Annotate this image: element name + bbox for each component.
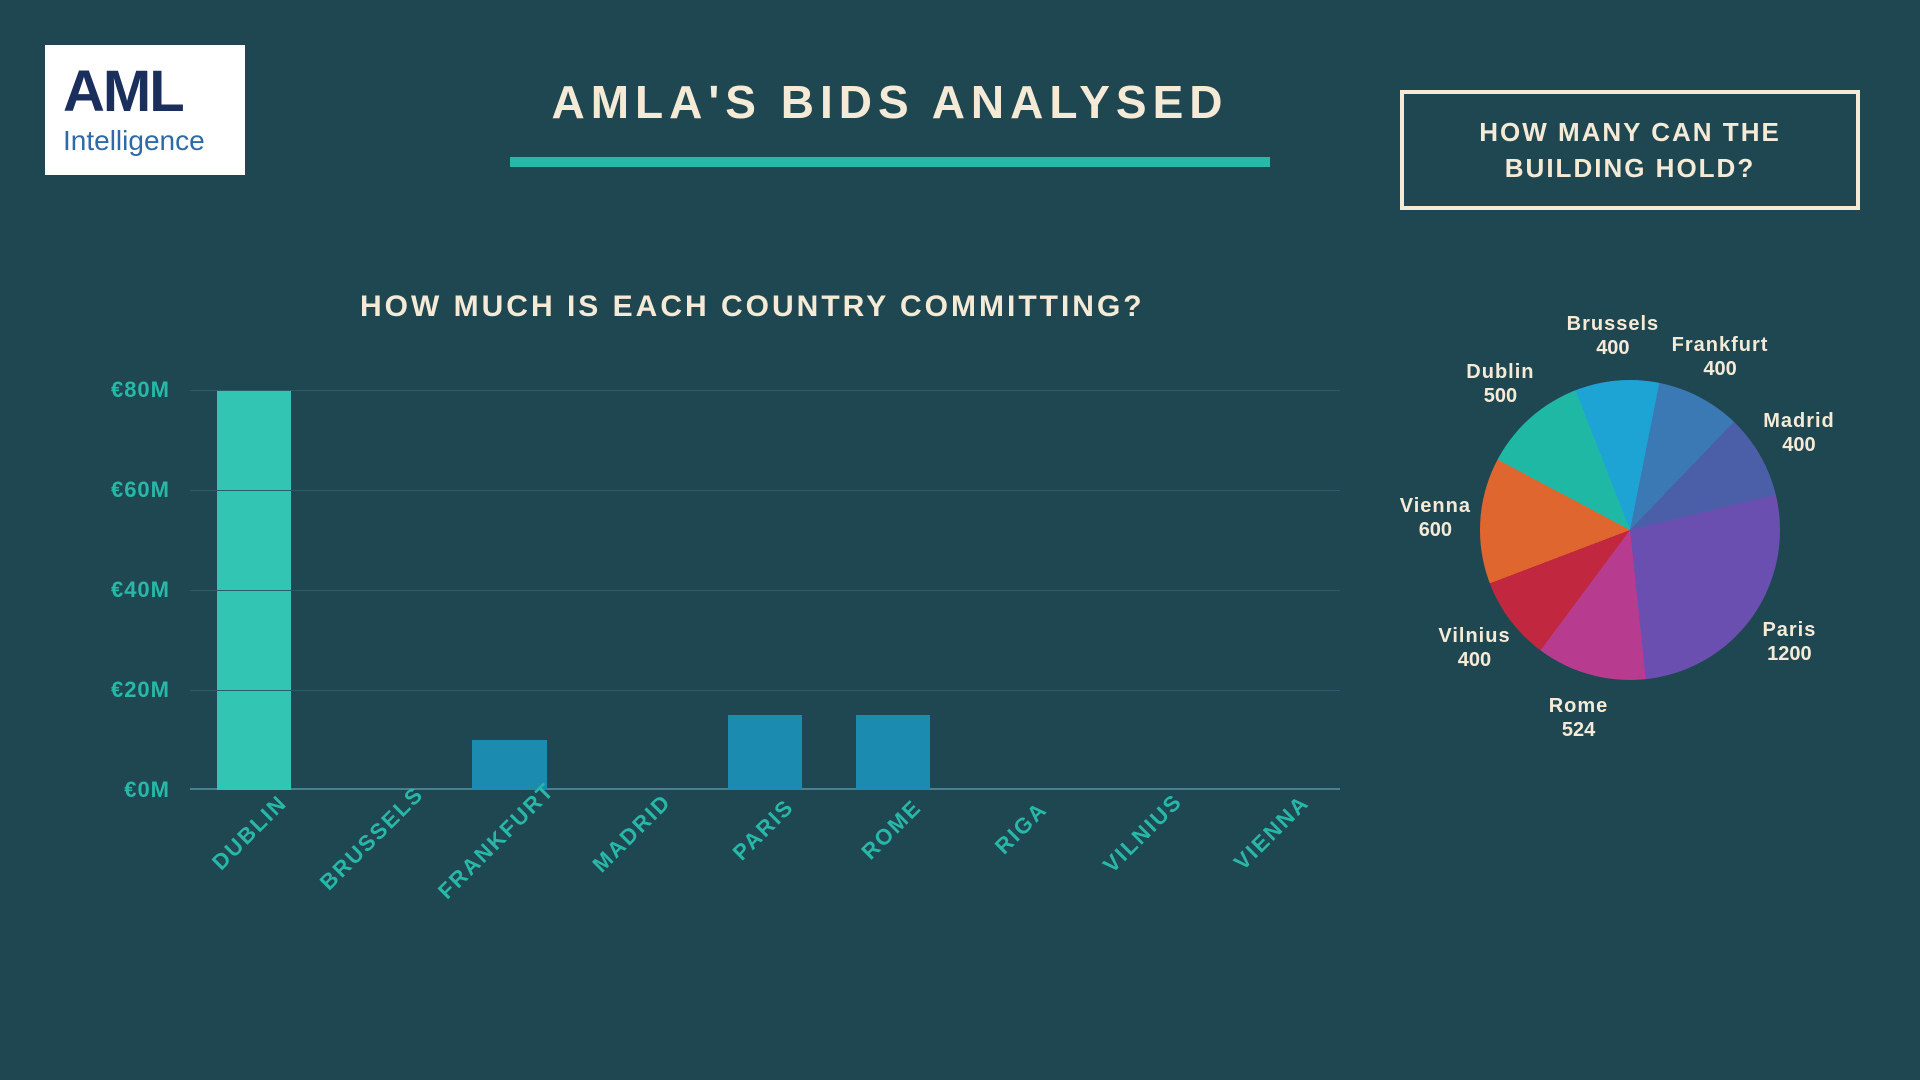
bar-chart-y-tick: €20M bbox=[111, 677, 170, 703]
bar-chart-gridline bbox=[190, 490, 1340, 491]
pie-chart: Dublin500Brussels400Frankfurt400Madrid40… bbox=[1420, 330, 1840, 750]
bar-chart-x-label-slot: FRANKFURT bbox=[446, 800, 574, 920]
logo-line2: Intelligence bbox=[63, 125, 245, 157]
bar-chart-x-label-slot: PARIS bbox=[701, 800, 829, 920]
bar-chart-gridline bbox=[190, 690, 1340, 691]
bar-chart-x-label: BRUSSELS bbox=[314, 781, 428, 895]
bar-chart-x-label-slot: DUBLIN bbox=[190, 800, 318, 920]
pie-slice-label: Frankfurt400 bbox=[1672, 333, 1769, 381]
bar-chart-x-label-slot: VILNIUS bbox=[1084, 800, 1212, 920]
pie-slice-label: Vienna600 bbox=[1400, 494, 1471, 542]
pie-slice-label: Madrid400 bbox=[1763, 409, 1835, 457]
bar-chart-x-label-slot: BRUSSELS bbox=[318, 800, 446, 920]
bar-chart-y-tick: €80M bbox=[111, 377, 170, 403]
bar bbox=[728, 715, 802, 790]
bar-chart-x-label: DUBLIN bbox=[207, 790, 293, 876]
bar-chart-title: HOW MUCH IS EACH COUNTRY COMMITTING? bbox=[360, 290, 1145, 324]
bar-chart-y-tick: €0M bbox=[124, 777, 170, 803]
bar-chart-gridline bbox=[190, 390, 1340, 391]
pie-slice-label: Brussels400 bbox=[1567, 312, 1660, 360]
bar bbox=[856, 715, 930, 790]
pie-slice-label: Vilnius400 bbox=[1438, 624, 1510, 672]
bar-chart-plot bbox=[190, 390, 1340, 790]
bar-chart-x-label-slot: MADRID bbox=[573, 800, 701, 920]
bar-chart-x-label: RIGA bbox=[989, 797, 1052, 860]
pie-slice-label: Dublin500 bbox=[1466, 360, 1534, 408]
main-title-text: AMLA'S BIDS ANALYSED bbox=[460, 75, 1320, 129]
bar-chart-x-label: ROME bbox=[856, 794, 927, 865]
bar-chart-y-tick: €40M bbox=[111, 577, 170, 603]
bar-chart-x-labels: DUBLINBRUSSELSFRANKFURTMADRIDPARISROME RI… bbox=[190, 800, 1340, 920]
logo: AML Intelligence bbox=[45, 45, 245, 175]
bar-chart-x-label: MADRID bbox=[588, 789, 677, 878]
bar-chart-x-label: VILNIUS bbox=[1098, 789, 1188, 879]
pie-slice-label: Rome524 bbox=[1549, 694, 1609, 742]
bar-chart-x-label: PARIS bbox=[728, 794, 800, 866]
bar-chart-x-label-slot: RIGA bbox=[957, 800, 1085, 920]
bar-chart-y-axis: €0M€20M€40M€60M€80M bbox=[90, 390, 180, 790]
bar-chart-y-tick: €60M bbox=[111, 477, 170, 503]
bar-chart-x-label-slot: ROME bbox=[829, 800, 957, 920]
bar-chart-x-label: FRANKFURT bbox=[433, 777, 560, 904]
pie-title-box: HOW MANY CAN THE BUILDING HOLD? bbox=[1400, 90, 1860, 210]
pie-title-text: HOW MANY CAN THE BUILDING HOLD? bbox=[1434, 114, 1826, 187]
title-underline bbox=[510, 157, 1270, 167]
pie-slice-label: Paris1200 bbox=[1762, 618, 1816, 666]
bar-chart: €0M€20M€40M€60M€80M DUBLINBRUSSELSFRANKF… bbox=[90, 390, 1340, 850]
bar-chart-x-label: VIENNA bbox=[1229, 790, 1315, 876]
bar-chart-gridline bbox=[190, 590, 1340, 591]
main-title: AMLA'S BIDS ANALYSED bbox=[460, 75, 1320, 167]
pie-chart-disc bbox=[1480, 380, 1780, 680]
bar-chart-x-label-slot: VIENNA bbox=[1212, 800, 1340, 920]
logo-line1: AML bbox=[63, 63, 245, 121]
